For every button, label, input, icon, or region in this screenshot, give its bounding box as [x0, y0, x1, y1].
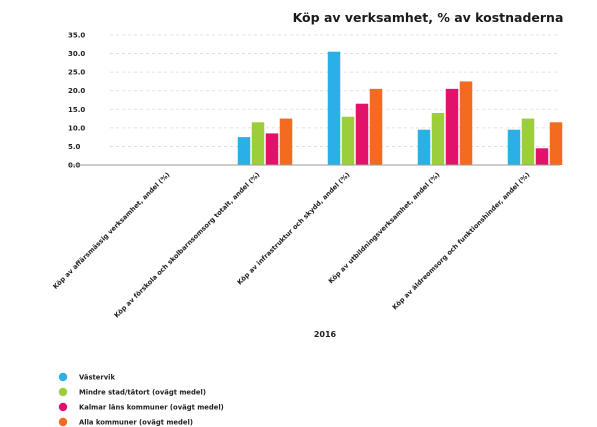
legend-swatch: [58, 417, 68, 427]
bar: [535, 148, 549, 165]
y-tick-label: 20.0: [68, 87, 85, 95]
bar: [445, 88, 459, 165]
y-tick-label: 15.0: [68, 106, 85, 114]
legend-swatch: [58, 402, 68, 412]
category-label: Köp av förskola och skolbarnsomsorg tota…: [113, 171, 262, 320]
legend-swatch: [58, 387, 68, 397]
bar: [327, 51, 341, 165]
legend: Västervik Mindre stad/tätort (ovägt medel…: [58, 372, 224, 427]
bar: [369, 88, 383, 165]
legend-label: Västervik: [79, 374, 115, 382]
legend-label: Alla kommuner (ovägt medel): [79, 419, 193, 427]
bar: [279, 118, 293, 165]
bar: [459, 81, 473, 165]
legend-label: Mindre stad/tätort (ovägt medel): [79, 389, 206, 397]
y-tick-label: 5.0: [68, 143, 81, 151]
bar: [521, 118, 535, 165]
category-label: Köp av utbildningsverksamhet, andel (%): [327, 171, 442, 286]
y-tick-label: 25.0: [68, 69, 85, 77]
y-axis-ticks: 0.05.010.015.020.025.030.035.0: [68, 32, 85, 170]
bar: [431, 113, 445, 165]
y-tick-label: 10.0: [68, 124, 85, 132]
legend-label: Kalmar läns kommuner (ovägt medel): [79, 404, 224, 412]
bar: [237, 137, 251, 165]
bars: [237, 51, 563, 165]
chart-title: Köp av verksamhet, % av kostnaderna: [293, 10, 564, 25]
bar: [507, 129, 521, 165]
legend-swatch: [58, 372, 68, 382]
category-label: Köp av infrastruktur och skydd, andel (%…: [236, 171, 352, 287]
bar: [417, 129, 431, 165]
bar: [251, 122, 265, 165]
bar: [355, 103, 369, 165]
bar: [549, 122, 563, 165]
y-tick-label: 30.0: [68, 50, 85, 58]
x-axis-label: 2016: [314, 330, 337, 339]
bar: [341, 116, 355, 165]
bar: [265, 133, 279, 165]
category-label: Köp av äldreomsorg och funktionshinder, …: [391, 171, 532, 312]
category-labels: Köp av affärsmässig verksamhet, andel (%…: [51, 171, 531, 320]
y-tick-label: 35.0: [68, 32, 85, 40]
